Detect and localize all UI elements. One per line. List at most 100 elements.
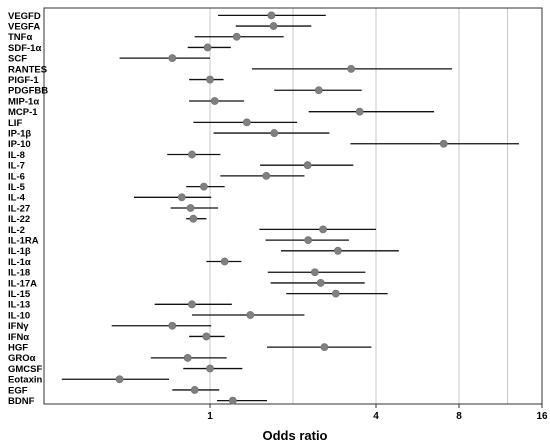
row-label: EGF — [8, 385, 28, 396]
forest-row: IP-1β — [8, 128, 330, 139]
forest-row: IL-8 — [8, 150, 221, 161]
row-label: IP-10 — [8, 139, 31, 150]
row-label: IFNα — [8, 332, 29, 343]
odds-ratio-point — [228, 396, 237, 405]
forest-row: SDF-1α — [8, 43, 231, 54]
odds-ratio-point — [199, 182, 208, 191]
row-label: MIP-1α — [8, 96, 39, 107]
row-label: IFNγ — [8, 321, 29, 332]
odds-ratio-point — [303, 161, 312, 170]
forest-row: IL-27 — [8, 203, 219, 214]
odds-ratio-point — [183, 353, 192, 362]
odds-ratio-point — [334, 246, 342, 255]
odds-ratio-point — [206, 75, 214, 84]
odds-ratio-point — [188, 150, 196, 159]
odds-ratio-point — [314, 86, 323, 95]
x-tick-label: 16 — [536, 411, 548, 422]
odds-ratio-point — [267, 11, 276, 20]
row-label: IL-4 — [8, 193, 26, 204]
forest-row: IL-1β — [8, 246, 399, 257]
forest-row: IFNα — [8, 332, 225, 343]
odds-ratio-point — [186, 204, 195, 212]
odds-ratio-point — [202, 332, 211, 341]
plot-frame — [43, 7, 543, 405]
forest-row: MIP-1α — [8, 96, 245, 107]
forest-row: RANTES — [8, 64, 453, 75]
forest-row: EGF — [8, 385, 220, 396]
row-label: IL-6 — [8, 171, 25, 182]
x-axis-ticks: 1 4 8 16 — [207, 404, 548, 422]
odds-ratio-point — [262, 171, 271, 180]
row-label: PlGF-1 — [8, 75, 39, 86]
forest-row: IL-18 — [8, 268, 366, 279]
odds-ratio-point — [232, 32, 241, 41]
odds-ratio-point — [331, 289, 340, 298]
odds-ratio-point — [355, 107, 364, 116]
odds-ratio-point — [206, 364, 214, 373]
forest-row: GMCSF — [8, 364, 243, 375]
forest-rows: VEGFDVEGFATNFαSDF-1αSCFRANTESPlGF-1PDGFB… — [8, 11, 519, 407]
x-tick-label: 8 — [456, 411, 462, 422]
forest-row: IL-6 — [8, 171, 305, 182]
forest-row: SCF — [8, 54, 210, 65]
odds-ratio-point — [242, 118, 251, 127]
odds-ratio-point — [319, 225, 327, 234]
odds-ratio-point — [189, 214, 198, 223]
odds-ratio-point — [270, 129, 279, 137]
row-label: GMCSF — [8, 364, 43, 375]
row-label: IL-18 — [8, 268, 30, 279]
odds-ratio-point — [115, 375, 124, 384]
row-label: IL-1RA — [8, 236, 39, 247]
odds-ratio-point — [177, 193, 186, 202]
row-label: VEGFD — [8, 11, 41, 22]
forest-row: TNFα — [8, 32, 284, 43]
forest-row: IFNγ — [8, 321, 212, 332]
gridlines — [209, 8, 543, 404]
forest-row: VEGFA — [8, 21, 312, 32]
row-label: TNFα — [8, 32, 32, 43]
forest-row: BDNF — [8, 396, 268, 407]
forest-row: VEGFD — [8, 11, 326, 22]
forest-row: Eotaxin — [8, 375, 169, 386]
row-label: IL-7 — [8, 161, 25, 172]
row-label: VEGFA — [8, 21, 40, 32]
row-label: IL-8 — [8, 150, 25, 161]
row-label: PDGFBB — [8, 86, 48, 97]
row-label: IL-10 — [8, 310, 30, 321]
odds-ratio-point — [310, 268, 319, 277]
x-tick-label: 4 — [373, 411, 379, 422]
x-tick-label: 1 — [207, 411, 213, 422]
odds-ratio-point — [168, 54, 177, 63]
odds-ratio-point — [320, 343, 329, 352]
odds-ratio-point — [210, 97, 219, 105]
row-label: IP-1β — [8, 128, 31, 139]
row-label: SCF — [8, 54, 27, 65]
forest-row: IL-10 — [8, 310, 305, 321]
forest-row: IL-7 — [8, 161, 354, 172]
row-label: IL-1β — [8, 246, 31, 257]
forest-row: GROα — [8, 353, 227, 364]
row-label: IL-22 — [8, 214, 30, 225]
forest-row: IL-15 — [8, 289, 388, 300]
row-label: BDNF — [8, 396, 35, 407]
forest-row: HGF — [8, 343, 372, 354]
x-axis-title: Odds ratio — [262, 428, 327, 443]
row-label: IL-13 — [8, 300, 30, 311]
row-label: IL-2 — [8, 225, 25, 236]
forest-row: IL-13 — [8, 300, 232, 311]
forest-row: IL-4 — [8, 193, 212, 204]
forest-row: PDGFBB — [8, 86, 362, 97]
row-label: RANTES — [8, 64, 47, 75]
row-label: IL-1α — [8, 257, 31, 268]
forest-row: IL-22 — [8, 214, 207, 225]
forest-row: MCP-1 — [8, 107, 435, 118]
row-label: IL-5 — [8, 182, 26, 193]
forest-row: IL-17A — [8, 278, 365, 289]
forest-row: IP-10 — [8, 139, 519, 150]
odds-ratio-point — [316, 279, 325, 287]
forest-row: IL-1RA — [8, 236, 349, 247]
odds-ratio-point — [304, 236, 313, 245]
odds-ratio-point — [203, 43, 212, 52]
odds-ratio-point — [168, 321, 177, 330]
